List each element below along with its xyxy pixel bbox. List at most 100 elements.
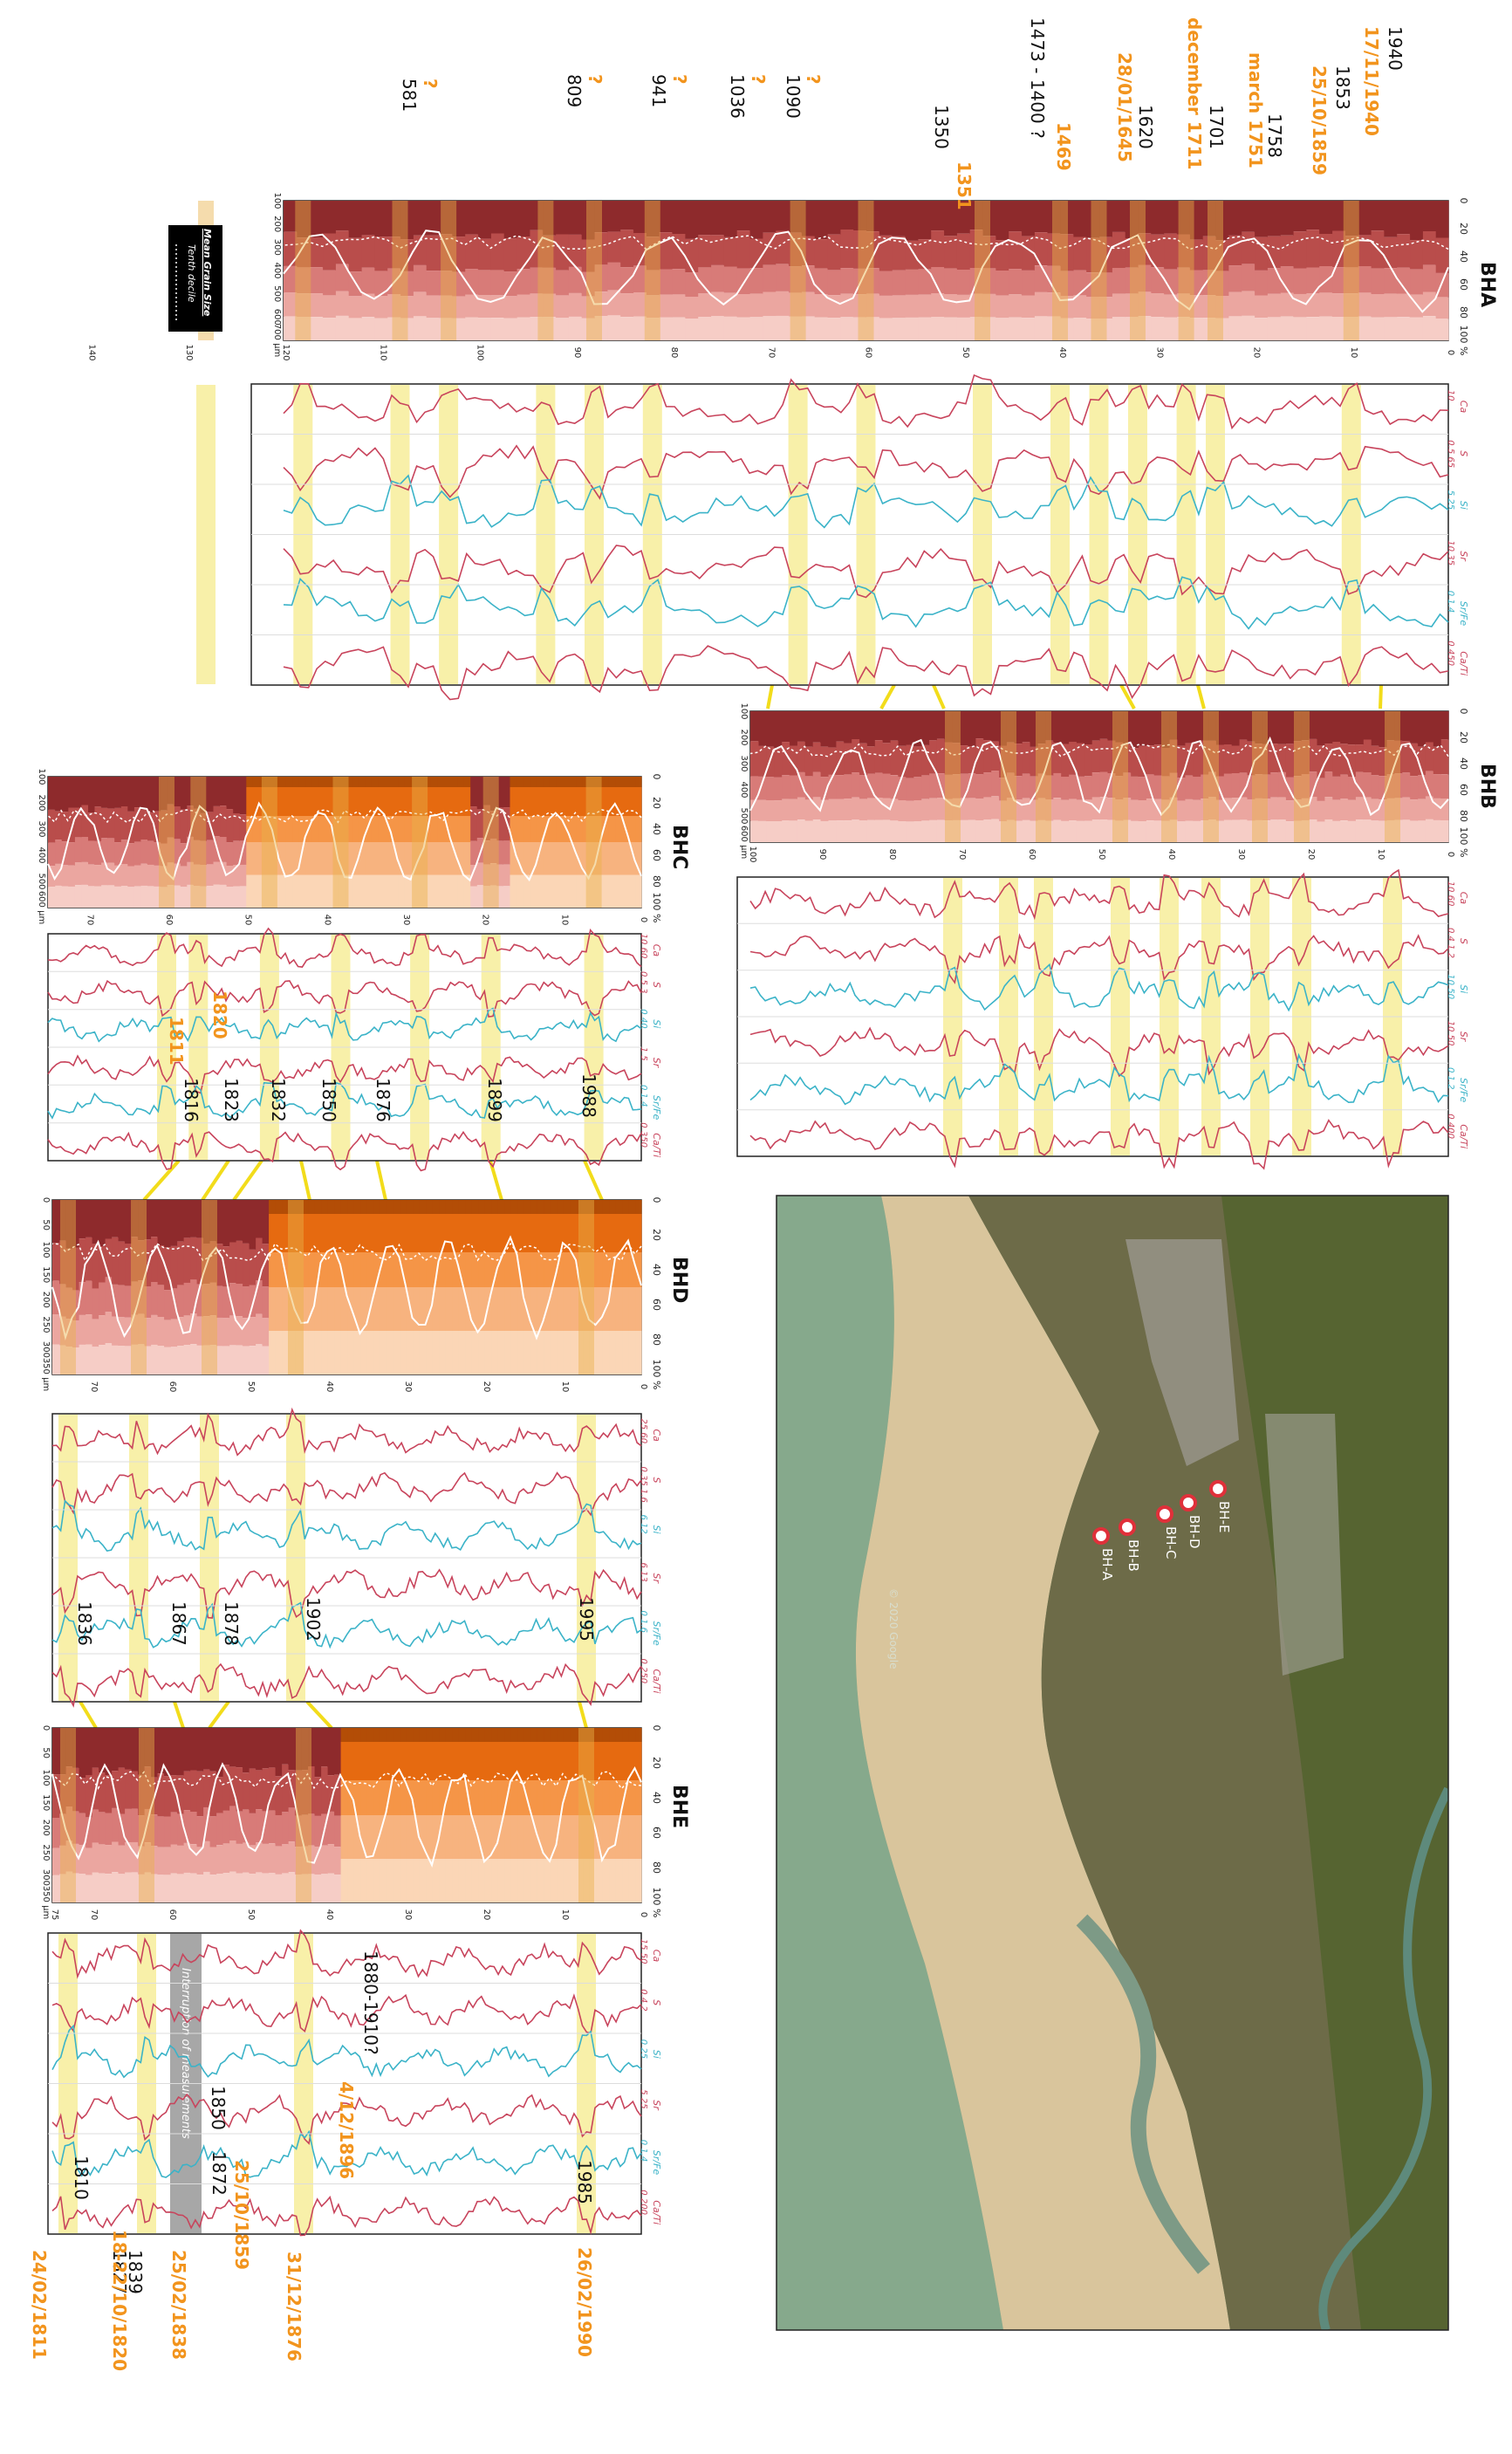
grain-layer-slice xyxy=(425,1742,433,1780)
correlation-tie-lines xyxy=(79,684,1383,1730)
event-band xyxy=(159,777,174,908)
grain-layer-slice xyxy=(1091,819,1100,842)
grain-layer-slice xyxy=(373,236,388,271)
grain-layer-slice xyxy=(304,777,312,787)
grain-layer-slice xyxy=(432,1214,440,1252)
grain-layer-slice xyxy=(1068,711,1077,742)
grain-layer-slice xyxy=(634,1815,642,1859)
grain-layer-slice xyxy=(563,1859,571,1902)
grain-layer-slice xyxy=(471,1728,479,1742)
grain-layer-slice xyxy=(1215,799,1224,821)
grain-layer-slice xyxy=(58,1774,66,1814)
grain-layer-slice xyxy=(827,318,841,340)
grain-layer-slice xyxy=(335,264,349,291)
grain-layer-slice xyxy=(353,1815,361,1859)
grain-layer-slice xyxy=(232,813,240,841)
grain-layer-slice xyxy=(79,1778,86,1813)
grain-layer-slice xyxy=(1277,819,1286,842)
grain-layer-slice xyxy=(92,1319,99,1347)
grain-layer-slice xyxy=(196,1316,204,1346)
grain-layer-slice xyxy=(1112,201,1125,232)
grain-layer-slice xyxy=(982,740,992,773)
micron-tick: 100 xyxy=(37,768,46,785)
grain-layer-slice xyxy=(333,1728,341,1775)
grain-layer-slice xyxy=(359,1252,367,1287)
element-curve xyxy=(51,1601,642,1649)
grain-layer-slice xyxy=(757,777,767,800)
grain-layer-slice xyxy=(160,777,168,811)
grain-layer-slice xyxy=(1331,820,1341,842)
grain-layer-slice xyxy=(530,1742,537,1780)
grain-layer-slice xyxy=(325,816,332,842)
grain-layer-slice xyxy=(820,820,829,842)
grain-layer-slice xyxy=(556,1859,564,1902)
grain-layer-slice xyxy=(1021,295,1035,319)
tie-line xyxy=(208,1700,230,1730)
element-range: 1 5 xyxy=(639,1047,648,1061)
grain-layer-slice xyxy=(255,1237,263,1280)
grain-layer-slice xyxy=(48,809,56,843)
grain-layer-slice xyxy=(298,816,306,842)
element-curve xyxy=(47,1007,642,1043)
grain-layer-slice xyxy=(628,1287,636,1331)
grain-layer-slice xyxy=(120,886,128,908)
grain-layer-slice xyxy=(430,874,438,908)
grain-layer-slice xyxy=(621,1287,629,1331)
grain-layer-slice xyxy=(291,777,299,787)
grain-layer-slice xyxy=(464,234,479,270)
grain-layer-slice xyxy=(1098,297,1112,319)
grain-layer-slice xyxy=(72,1767,79,1812)
grain-layer-slice xyxy=(399,1780,407,1815)
grain-layer-slice xyxy=(606,290,621,316)
grain-layer-slice xyxy=(359,1815,367,1859)
grain-layer-slice xyxy=(503,238,517,272)
grain-layer-slice xyxy=(296,267,311,294)
grain-layer-slice xyxy=(98,1200,106,1246)
grain-layer-slice xyxy=(255,1344,263,1374)
grain-layer-slice xyxy=(1379,799,1387,821)
grain-layer-slice xyxy=(1293,201,1307,232)
grain-layer-slice xyxy=(1324,711,1333,744)
grain-layer-slice xyxy=(827,234,841,271)
grain-layer-slice xyxy=(517,1780,524,1815)
grain-layer-slice xyxy=(111,1345,119,1374)
grain-layer-slice xyxy=(236,1240,243,1284)
grain-layer-slice xyxy=(1184,775,1194,799)
grain-layer-slice xyxy=(157,1847,165,1875)
grain-layer-slice xyxy=(80,861,88,885)
grain-layer-slice xyxy=(72,1290,79,1320)
grain-layer-slice xyxy=(275,1214,283,1252)
grain-layer-slice xyxy=(982,772,992,798)
grain-layer-slice xyxy=(189,1728,197,1771)
grain-layer-slice xyxy=(781,711,790,743)
grain-layer-slice xyxy=(839,317,854,340)
grain-layer-slice xyxy=(1122,744,1132,773)
grain-layer-slice xyxy=(133,841,141,866)
grain-layer-slice xyxy=(1098,272,1112,298)
grain-layer-slice xyxy=(1076,743,1084,777)
event-label: 31/12/1876 xyxy=(284,2252,304,2361)
depth-tick: 60 xyxy=(864,347,873,359)
grain-layer-slice xyxy=(443,874,451,908)
grain-layer-slice xyxy=(397,777,405,787)
grain-layer-slice xyxy=(150,1237,158,1282)
grain-layer-slice xyxy=(1385,798,1395,820)
grain-layer-slice xyxy=(65,1840,73,1872)
grain-layer-slice xyxy=(79,1282,86,1315)
grain-layer-slice xyxy=(866,711,875,747)
event-band xyxy=(139,1728,154,1902)
grain-layer-slice xyxy=(602,1252,610,1287)
grain-layer-slice xyxy=(386,1815,393,1859)
grain-layer-slice xyxy=(1223,711,1232,744)
grain-layer-slice xyxy=(361,267,375,294)
grain-layer-slice xyxy=(905,240,919,270)
grain-layer-slice xyxy=(268,1843,276,1874)
grain-layer-slice xyxy=(79,1728,86,1779)
grain-layer-slice xyxy=(477,1815,485,1859)
grain-layer-slice xyxy=(216,1200,223,1244)
grain-layer-slice xyxy=(1231,745,1240,773)
grain-layer-slice xyxy=(193,840,201,865)
event-label: 1823 xyxy=(221,1078,242,1122)
core-label: BHE xyxy=(668,1785,690,1828)
